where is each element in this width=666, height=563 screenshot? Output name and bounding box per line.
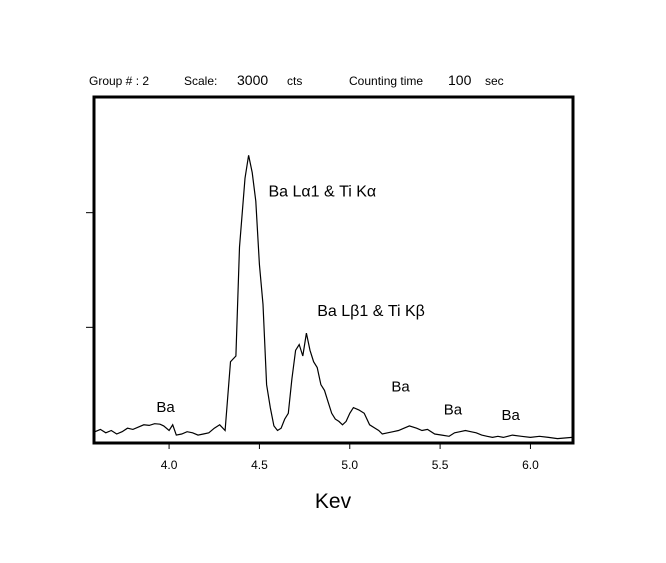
peak-annotation-4: Ba — [444, 401, 463, 418]
peak-annotation-0: Ba Lα1 & Ti Kα — [268, 184, 376, 201]
x-axis-ticks: 4.0 4.5 5.0 5.5 6.0 — [161, 442, 539, 472]
x-tick-label: 4.5 — [251, 458, 268, 472]
peak-annotation-3: Ba — [391, 379, 410, 396]
plot-frame — [94, 97, 573, 443]
x-tick-label: 4.0 — [161, 458, 178, 472]
x-tick-label: 5.0 — [341, 458, 358, 472]
peak-annotation-1: Ba Lβ1 & Ti Kβ — [317, 303, 425, 320]
x-tick-label: 6.0 — [522, 458, 539, 472]
x-tick-label: 5.5 — [432, 458, 449, 472]
peak-annotation-5: Ba — [502, 407, 521, 424]
x-axis-label: Kev — [315, 490, 352, 513]
peak-annotations: Ba Lα1 & Ti Kα Ba Lβ1 & Ti Kβ Ba Ba Ba Ba — [156, 184, 520, 425]
peak-annotation-2: Ba — [156, 399, 175, 416]
